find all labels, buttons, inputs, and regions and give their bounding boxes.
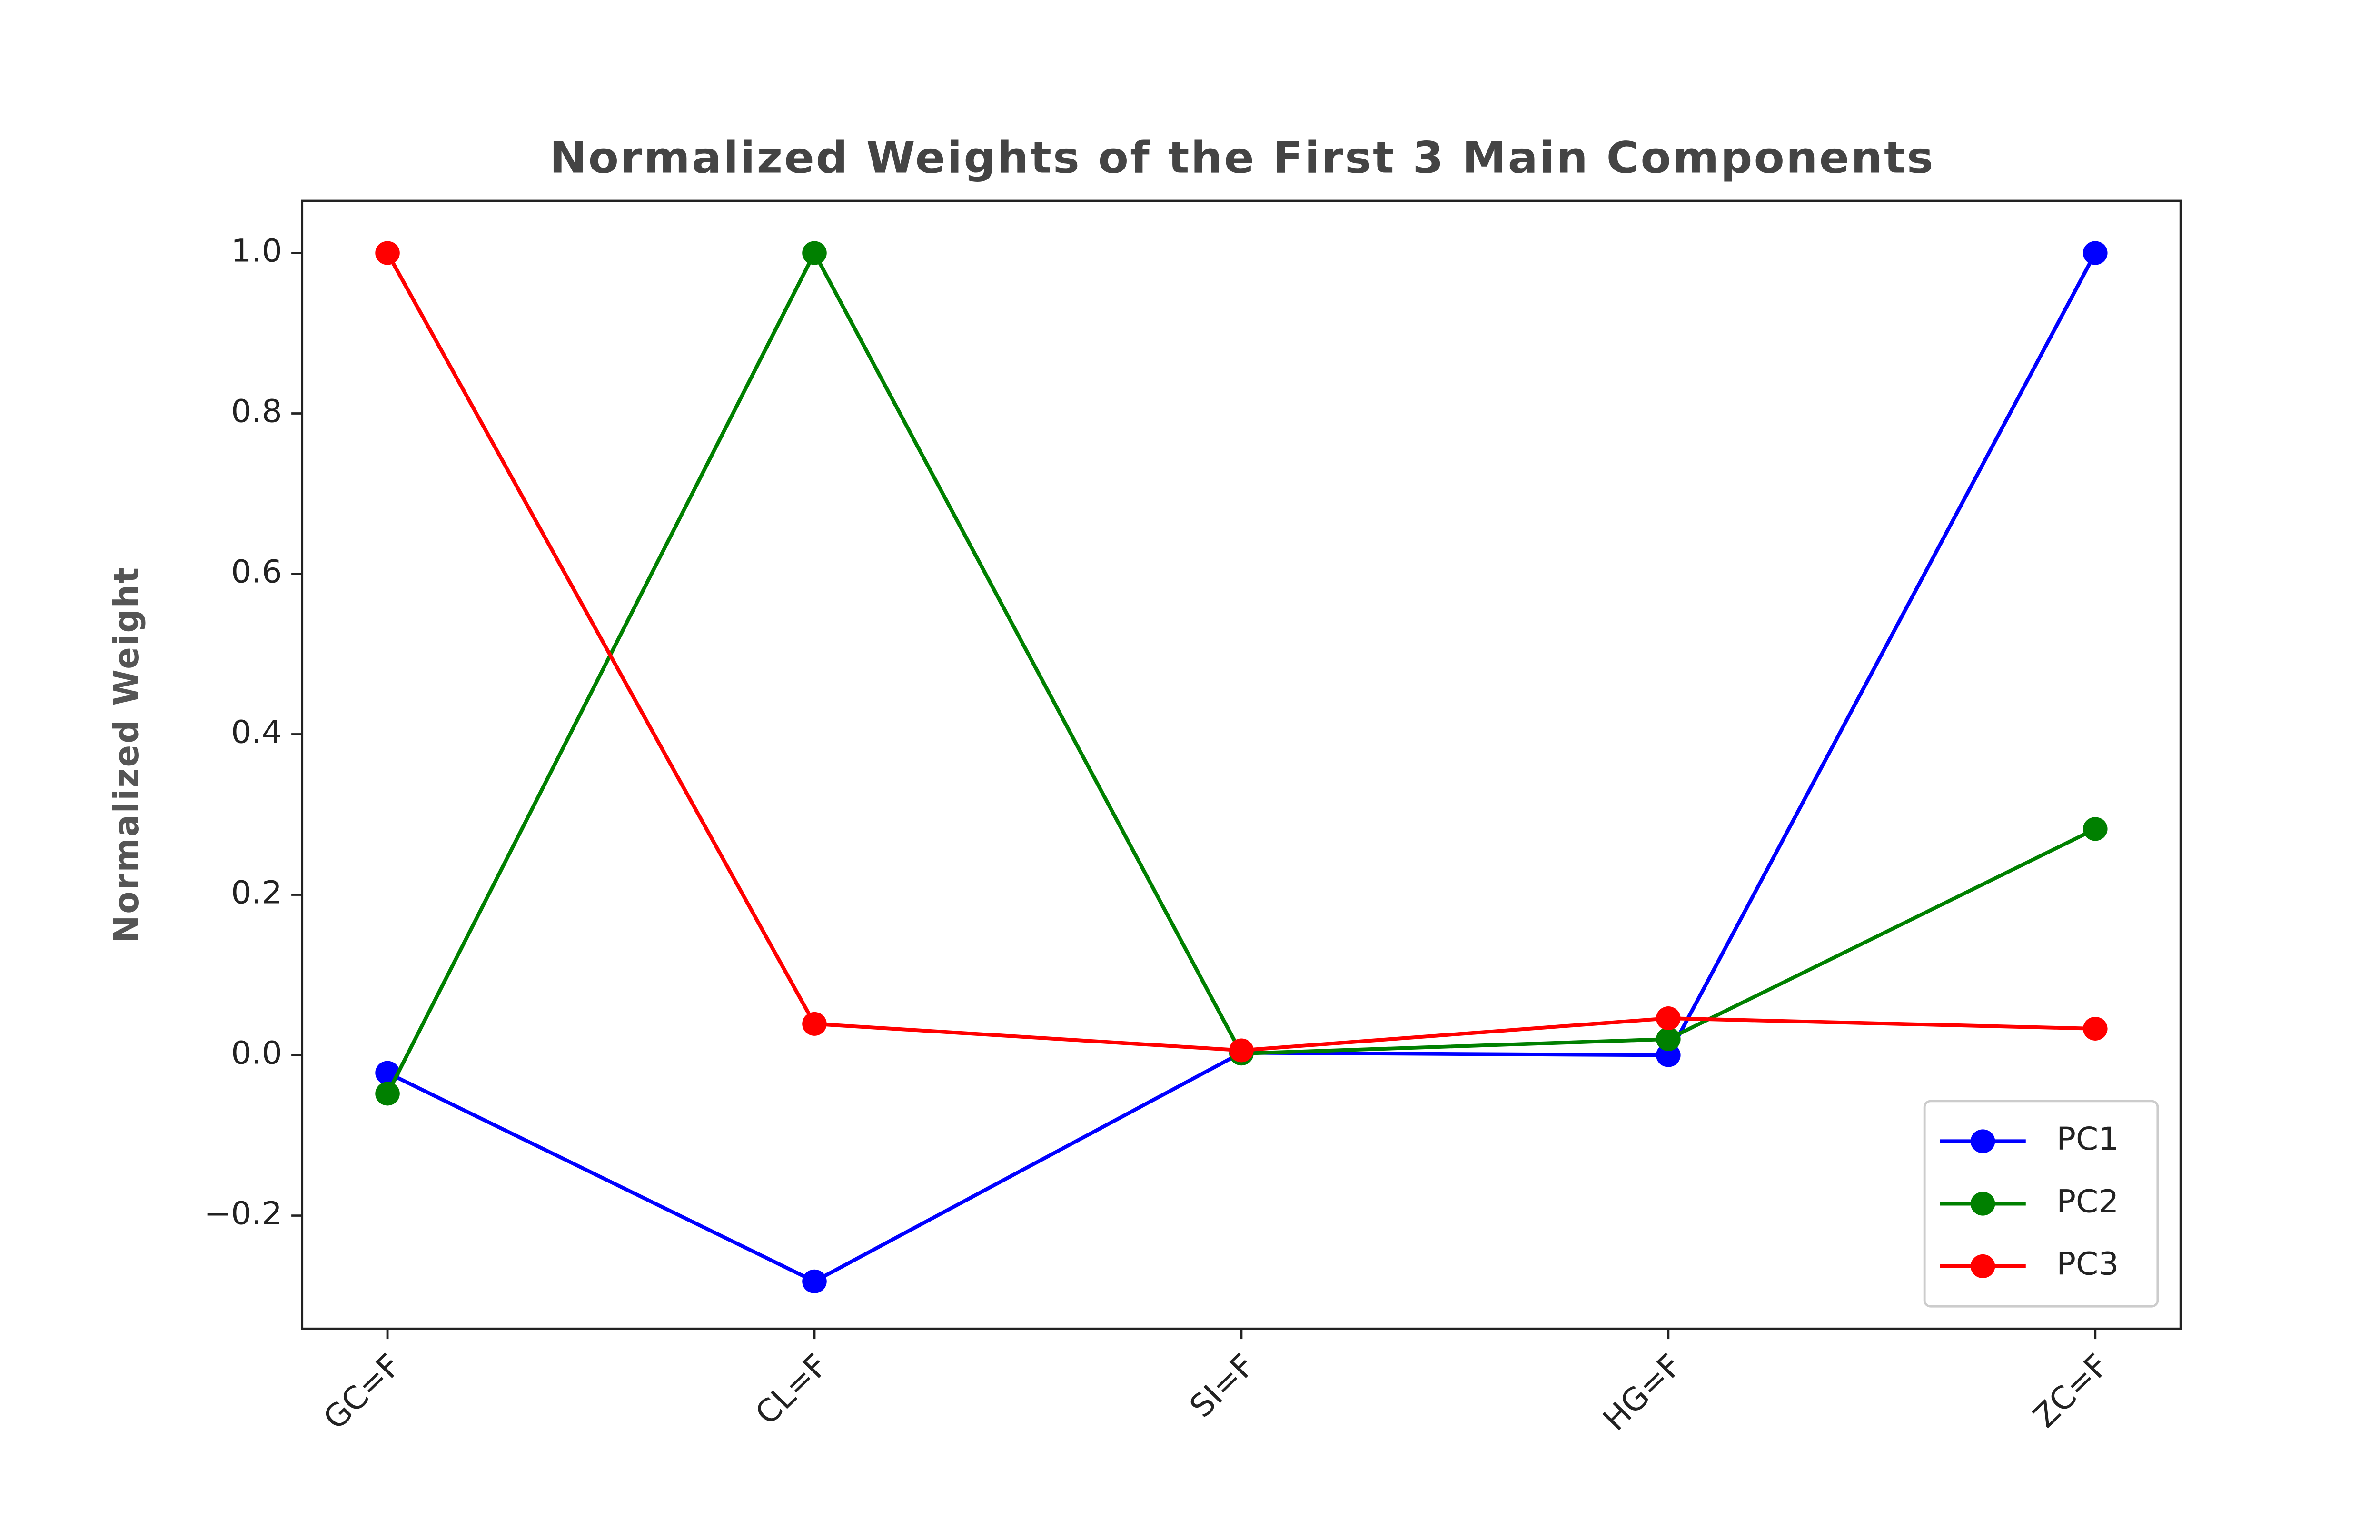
data-point <box>802 241 827 265</box>
x-tick-label: HG=F <box>1596 1347 1689 1438</box>
x-tick-label: CL=F <box>748 1347 835 1431</box>
y-tick-label: 0.2 <box>231 874 282 911</box>
y-tick-label: 1.0 <box>231 232 282 269</box>
data-point <box>1656 1027 1681 1051</box>
y-axis-label: Normalized Weight <box>107 566 146 943</box>
series-line <box>387 252 2097 1284</box>
data-point <box>1656 1006 1681 1031</box>
legend-label: PC2 <box>2056 1183 2119 1220</box>
y-tick-label: 0.6 <box>231 553 282 590</box>
x-tick-label: GC=F <box>316 1347 408 1436</box>
plot-frame <box>301 199 2182 1330</box>
data-point <box>375 241 400 265</box>
y-tick-label: 0.8 <box>231 393 282 429</box>
data-point <box>375 1082 400 1106</box>
data-point <box>802 1269 827 1293</box>
legend-marker <box>1970 1192 1995 1216</box>
x-tick-label: ZC=F <box>2026 1347 2116 1434</box>
legend-marker <box>1970 1254 1995 1278</box>
y-tick-label: 0.4 <box>231 714 282 750</box>
data-point <box>802 1012 827 1036</box>
y-tick-label: 0.0 <box>231 1034 282 1071</box>
y-tick-label: −0.2 <box>204 1195 282 1232</box>
chart-title: Normalized Weights of the First 3 Main C… <box>549 133 1934 183</box>
data-point <box>2083 241 2108 265</box>
series-line <box>386 252 2095 1053</box>
data-point <box>2083 817 2108 841</box>
series-line <box>386 248 2096 1095</box>
legend-marker <box>1970 1129 1995 1153</box>
data-point <box>1229 1038 1254 1063</box>
x-tick-label: SI=F <box>1182 1347 1262 1424</box>
legend-label: PC1 <box>2056 1121 2119 1157</box>
data-point <box>2083 1016 2108 1041</box>
legend-label: PC3 <box>2056 1246 2119 1282</box>
